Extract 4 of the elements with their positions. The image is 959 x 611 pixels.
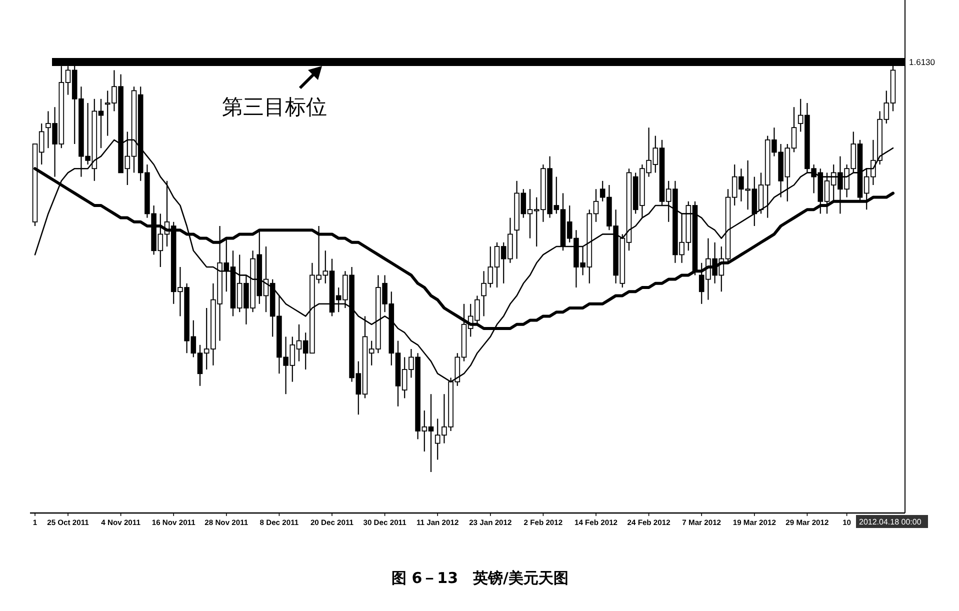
annotation: 第三目标位	[222, 95, 327, 119]
text: 1.6130	[909, 57, 936, 67]
text: 2012.04.18 00:00	[859, 518, 922, 526]
text: 图 6－13 英镑/美元天图	[391, 569, 569, 587]
